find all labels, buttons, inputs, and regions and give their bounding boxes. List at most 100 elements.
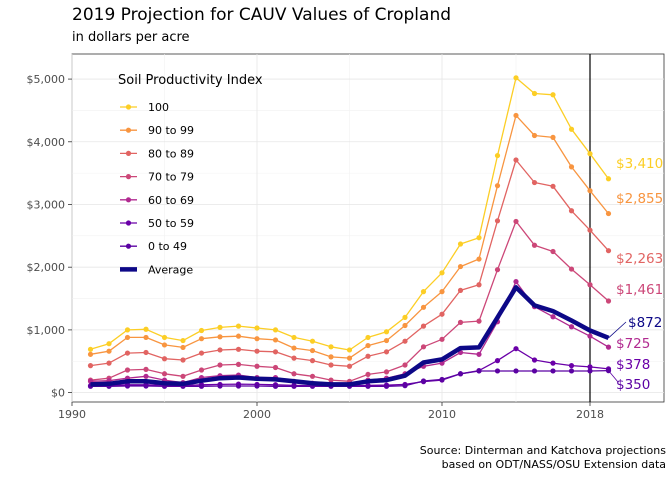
end-label-0-to-49: $350 — [616, 377, 650, 393]
data-point-60-to-69 — [605, 344, 612, 350]
data-point-70-to-79 — [217, 362, 223, 368]
data-point-0-to-49 — [235, 383, 242, 389]
data-point-70-to-79 — [513, 218, 519, 225]
data-point-90-to-99 — [198, 336, 205, 342]
data-point-80-to-89 — [605, 248, 612, 254]
data-point-70-to-79 — [328, 377, 334, 383]
data-point-90-to-99 — [513, 112, 519, 119]
data-point-80-to-89 — [180, 357, 186, 363]
data-point-80-to-89 — [457, 287, 464, 293]
y-tick-label: $1,000 — [27, 324, 66, 337]
data-point-70-to-79 — [272, 364, 279, 371]
data-point-50-to-59 — [494, 358, 501, 364]
data-point-90-to-99 — [605, 210, 612, 217]
legend-title: Soil Productivity Index — [118, 73, 263, 88]
data-point-50-to-59 — [587, 364, 593, 370]
data-point-100 — [439, 270, 445, 276]
data-point-70-to-79 — [309, 373, 316, 379]
data-point-80-to-89 — [87, 363, 94, 369]
y-tick-label: $5,000 — [27, 73, 66, 86]
data-point-70-to-79 — [420, 344, 427, 350]
data-point-0-to-49 — [254, 383, 260, 389]
data-point-100 — [457, 241, 464, 247]
data-point-90-to-99 — [143, 334, 149, 341]
data-point-60-to-69 — [513, 279, 519, 285]
data-point-70-to-79 — [457, 319, 464, 325]
data-point-70-to-79 — [143, 366, 149, 372]
end-label-100: $3,410 — [616, 156, 663, 172]
data-point-70-to-79 — [439, 336, 445, 342]
data-point-0-to-49 — [494, 368, 501, 374]
legend-label-90-to-99: 90 to 99 — [148, 124, 194, 137]
chart-title: 2019 Projection for CAUV Values of Cropl… — [72, 5, 452, 25]
data-point-80-to-89 — [291, 355, 297, 361]
data-point-80-to-89 — [272, 349, 279, 355]
data-point-60-to-69 — [476, 351, 482, 357]
data-point-80-to-89 — [420, 323, 427, 329]
legend-label-0-to-49: 0 to 49 — [148, 240, 187, 253]
data-point-90-to-99 — [272, 337, 279, 343]
data-point-80-to-89 — [124, 350, 131, 356]
data-point-80-to-89 — [550, 183, 556, 189]
caption-line-1: Source: Dinterman and Katchova projectio… — [419, 444, 666, 457]
data-point-90-to-99 — [494, 183, 501, 189]
data-point-0-to-49 — [272, 383, 279, 389]
end-label-90-to-99: $2,855 — [616, 191, 663, 207]
data-point-80-to-89 — [494, 218, 501, 224]
data-point-70-to-79 — [254, 363, 260, 369]
end-label-average: $872 — [628, 315, 662, 331]
data-point-100 — [328, 344, 334, 350]
legend-key-point-0-to-49 — [125, 243, 132, 249]
data-point-90-to-99 — [531, 132, 538, 139]
data-point-0-to-49 — [439, 376, 445, 383]
data-point-80-to-89 — [476, 282, 482, 288]
data-point-100 — [198, 327, 205, 334]
data-point-90-to-99 — [291, 345, 297, 351]
data-point-100 — [309, 338, 316, 344]
legend-label-50-to-59: 50 to 59 — [148, 217, 194, 230]
end-label-70-to-79: $1,461 — [616, 282, 663, 298]
data-point-90-to-99 — [180, 344, 186, 351]
data-point-80-to-89 — [198, 350, 205, 356]
x-tick-label: 2018 — [576, 408, 604, 421]
data-point-70-to-79 — [365, 371, 371, 378]
data-point-0-to-49 — [476, 368, 482, 374]
data-point-70-to-79 — [531, 242, 538, 248]
chart-caption: Source: Dinterman and Katchova projectio… — [420, 444, 666, 472]
y-tick-label: $3,000 — [27, 198, 66, 211]
data-point-90-to-99 — [328, 354, 334, 360]
x-tick-label: 1990 — [58, 408, 86, 421]
data-point-100 — [550, 92, 556, 98]
legend-key-point-100 — [125, 104, 132, 110]
data-point-50-to-59 — [531, 357, 538, 363]
data-point-100 — [272, 327, 279, 333]
data-point-80-to-89 — [161, 356, 168, 362]
data-point-70-to-79 — [124, 367, 131, 373]
data-point-90-to-99 — [161, 342, 168, 348]
legend-key-point-70-to-79 — [125, 174, 132, 180]
data-point-100 — [235, 323, 242, 329]
data-point-100 — [291, 334, 297, 341]
series-line-average — [90, 285, 610, 387]
legend-label-70-to-79: 70 to 79 — [148, 171, 194, 184]
data-point-90-to-99 — [420, 304, 427, 310]
data-point-100 — [420, 289, 427, 295]
data-point-100 — [161, 334, 168, 341]
data-point-0-to-49 — [531, 368, 538, 374]
data-point-0-to-49 — [457, 371, 464, 377]
data-point-70-to-79 — [291, 371, 297, 377]
data-point-100 — [476, 235, 482, 241]
data-point-80-to-89 — [383, 349, 390, 355]
data-point-80-to-89 — [439, 311, 445, 317]
data-point-60-to-69 — [587, 333, 593, 339]
end-label-connector-average — [608, 321, 627, 339]
data-point-100 — [513, 75, 519, 81]
data-point-0-to-49 — [198, 383, 205, 389]
data-point-50-to-59 — [550, 360, 556, 366]
legend-label-100: 100 — [148, 101, 169, 114]
data-point-70-to-79 — [605, 298, 612, 304]
data-point-100 — [87, 346, 94, 352]
data-point-100 — [106, 341, 112, 347]
data-point-100 — [217, 324, 223, 330]
